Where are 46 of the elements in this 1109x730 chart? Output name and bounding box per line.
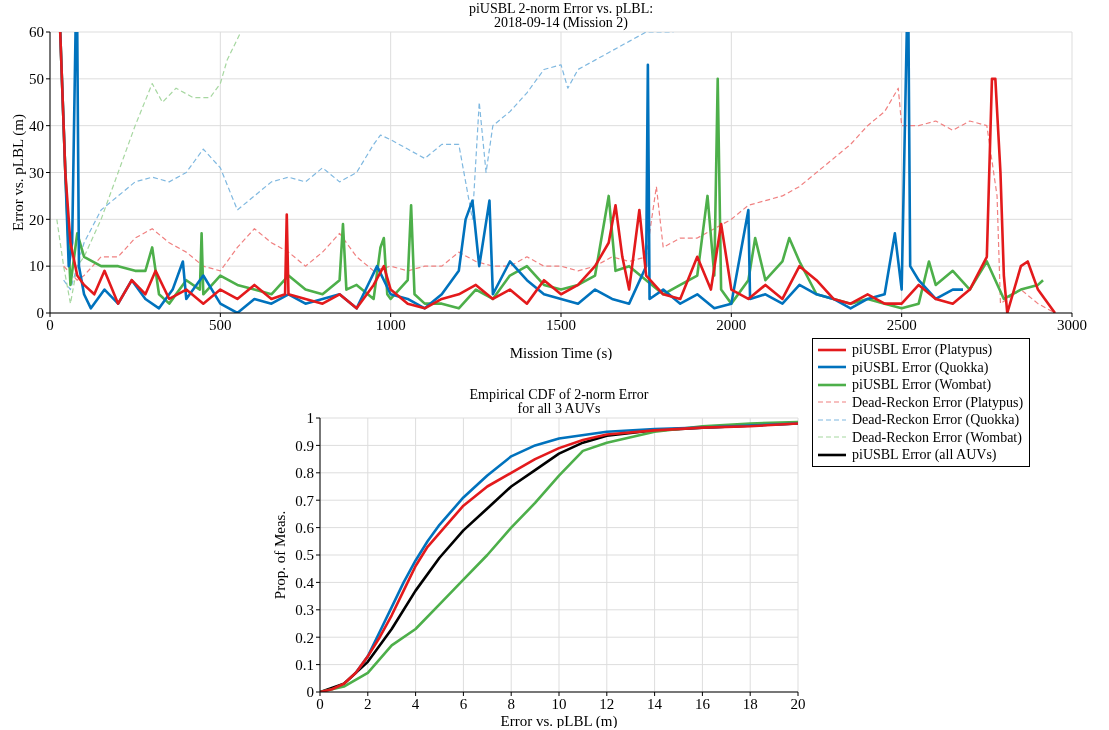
y-tick-label: 20 xyxy=(29,211,44,228)
y-tick-label: 0.4 xyxy=(295,574,315,591)
legend-label: Dead-Reckon Error (Quokka) xyxy=(852,411,1020,429)
y-tick-label: 0.2 xyxy=(295,629,314,646)
y-tick-label: 50 xyxy=(29,71,44,88)
y-tick-label: 40 xyxy=(29,117,44,134)
y-tick-label: 0.3 xyxy=(295,602,314,619)
legend-label: piUSBL Error (Wombat) xyxy=(852,376,992,394)
x-tick-label: 12 xyxy=(599,695,615,712)
x-tick-label: 10 xyxy=(551,695,567,712)
y-axis-title: Error vs. pLBL (m) xyxy=(10,114,28,231)
y-tick-label: 10 xyxy=(29,258,44,275)
y-axis-title: Prop. of Meas. xyxy=(272,510,289,600)
y-tick-label: 0 xyxy=(36,305,44,322)
y-tick-label: 0.6 xyxy=(295,519,315,536)
x-tick-label: 18 xyxy=(742,695,758,712)
y-tick-label: 0.9 xyxy=(295,437,314,454)
y-tick-label: 0.8 xyxy=(295,465,314,482)
x-tick-label: 3000 xyxy=(1057,316,1087,333)
x-tick-label: 500 xyxy=(209,316,232,333)
y-tick-label: 1 xyxy=(306,410,314,427)
chart-title: Empirical CDF of 2-norm Error for all 3 AUVs xyxy=(468,387,650,416)
x-tick-label: 2 xyxy=(364,695,372,712)
y-tick-label: 0.1 xyxy=(295,656,314,673)
x-tick-label: 20 xyxy=(790,695,806,712)
x-tick-label: 2500 xyxy=(886,316,917,333)
legend-label: Dead-Reckon Error (Platypus) xyxy=(852,393,1024,411)
y-tick-label: 0 xyxy=(306,684,314,701)
legend-label: Dead-Reckon Error (Wombat) xyxy=(852,428,1022,446)
x-tick-label: 16 xyxy=(694,695,711,712)
x-tick-label: 8 xyxy=(507,695,515,712)
legend-label: piUSBL Error (Platypus) xyxy=(852,341,993,359)
y-tick-label: 0.7 xyxy=(295,492,315,509)
line-series xyxy=(56,32,242,305)
legend-label: piUSBL Error (Quokka) xyxy=(852,358,989,376)
x-tick-label: 1000 xyxy=(375,316,406,333)
x-tick-label: 2000 xyxy=(716,316,747,333)
legend-label: piUSBL Error (all AUVs) xyxy=(852,446,997,464)
x-tick-label: 4 xyxy=(411,695,420,712)
y-tick-label: 60 xyxy=(29,24,44,41)
chart-title: piUSBL 2-norm Error vs. pLBL: 2018-09-14 (Mission 2) xyxy=(467,1,655,30)
x-tick-label: 1500 xyxy=(546,316,576,333)
x-tick-label: 6 xyxy=(459,695,468,712)
y-tick-label: 0.5 xyxy=(295,547,314,564)
x-tick-label: 14 xyxy=(647,695,663,712)
y-tick-label: 30 xyxy=(29,164,44,181)
